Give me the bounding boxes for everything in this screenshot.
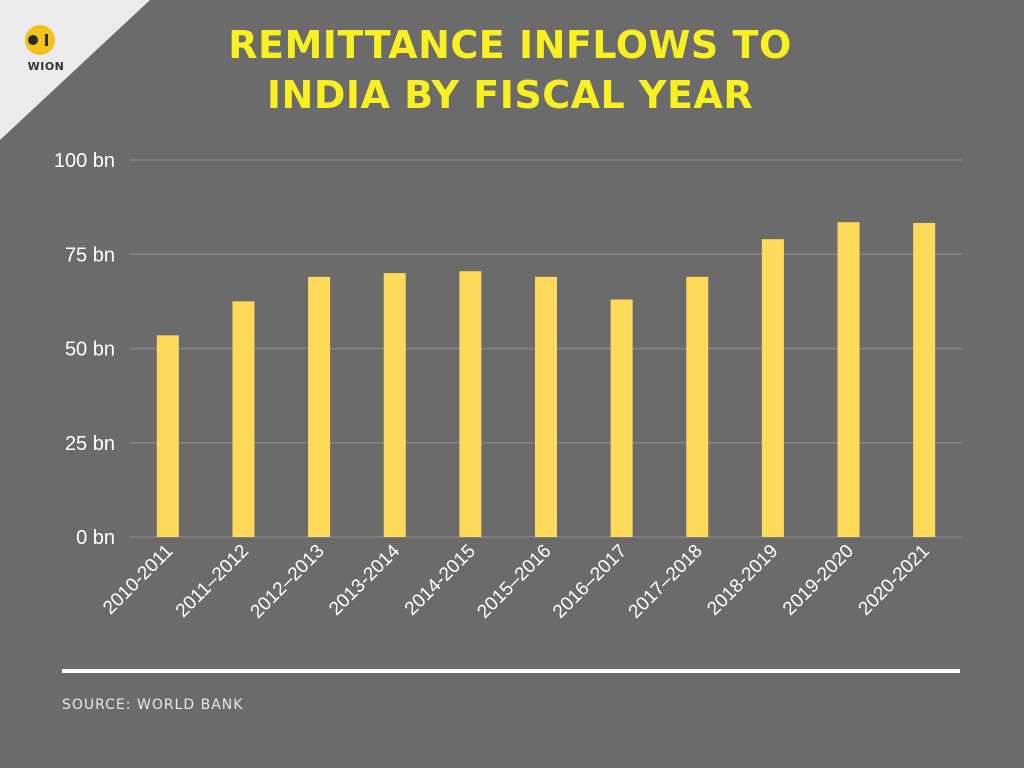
- bar: [761, 239, 784, 538]
- x-tick-label: 2015–2016: [473, 541, 555, 623]
- y-tick-label: 0 bn: [76, 527, 115, 549]
- x-tick-label: 2013-2014: [325, 540, 404, 619]
- corner-logo-badge: [0, 0, 150, 140]
- bar: [535, 276, 557, 537]
- x-tick-label: 2014-2015: [401, 541, 480, 620]
- page-title: REMITTANCE INFLOWS TO INDIA BY FISCAL YE…: [160, 20, 860, 120]
- title-line-1: REMITTANCE INFLOWS TO: [228, 23, 792, 67]
- x-tick-label: 2010-2011: [99, 541, 177, 619]
- bar: [383, 273, 406, 537]
- bar: [308, 276, 331, 537]
- y-tick-label: 25 bn: [65, 433, 115, 455]
- x-tick-label: 2018-2019: [703, 541, 782, 620]
- x-tick-label: 2016–2017: [549, 541, 631, 623]
- logo-text: WION: [27, 60, 65, 73]
- x-tick-label: 2020-2021: [855, 541, 934, 620]
- bar: [459, 271, 482, 537]
- y-tick-label: 75 bn: [65, 244, 115, 266]
- x-tick-label: 2011–2012: [172, 541, 253, 622]
- title-line-2: INDIA BY FISCAL YEAR: [266, 73, 754, 117]
- bar: [837, 222, 860, 537]
- x-tick-label: 2012–2013: [247, 541, 329, 623]
- y-tick-label: 50 bn: [65, 339, 115, 361]
- bar: [156, 335, 179, 537]
- y-tick-label: 100 bn: [54, 150, 115, 172]
- x-tick-label: 2019-2020: [779, 541, 858, 620]
- bar: [686, 276, 709, 537]
- bar: [232, 301, 255, 537]
- bar: [610, 299, 633, 537]
- x-tick-label: 2017–2018: [625, 541, 707, 623]
- bar: [913, 222, 936, 538]
- wion-logo-icon: [25, 25, 55, 55]
- source-note: SOURCE: WORLD BANK: [62, 697, 244, 713]
